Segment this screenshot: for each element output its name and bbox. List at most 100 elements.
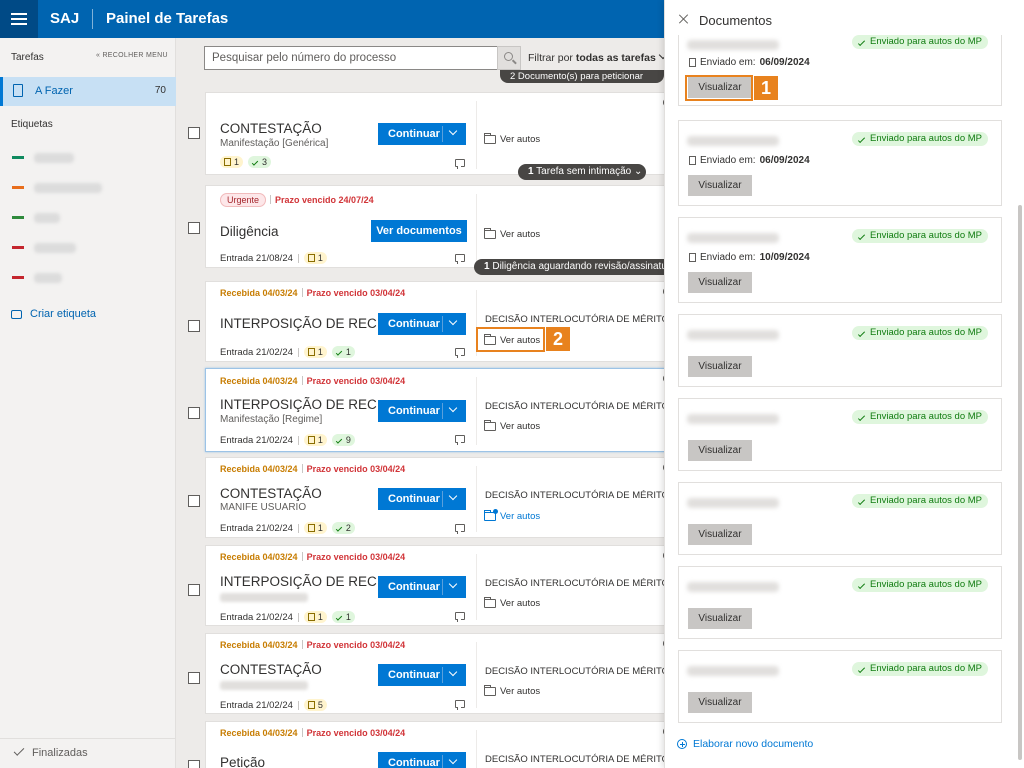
- task-card[interactable]: CONTESTAÇÃO Manifestação [Genérica] 1 3 …: [188, 92, 675, 175]
- status-label: Enviado para autos do MP: [870, 663, 982, 674]
- task-subtitle: Manifestação [Genérica]: [220, 138, 329, 149]
- status-label: Enviado para autos do MP: [870, 230, 982, 241]
- panel-scrollbar[interactable]: [1018, 205, 1022, 760]
- ver-autos-link[interactable]: Ver autos: [484, 133, 540, 145]
- draft-count-badge: 1: [303, 346, 327, 358]
- task-status: Recebida 04/03/24 Prazo vencido 03/04/24: [220, 376, 405, 386]
- received-date: Recebida 04/03/24: [220, 552, 298, 562]
- view-document-button[interactable]: Visualizar: [688, 175, 752, 196]
- continue-button[interactable]: Continuar: [378, 313, 466, 335]
- column-divider: [476, 101, 477, 169]
- folder-icon: [484, 685, 496, 696]
- untimed-task-pill[interactable]: 1 Tarefa sem intimação ⌄: [518, 164, 646, 180]
- task-card[interactable]: Recebida 04/03/24 Prazo vencido 03/04/24 …: [188, 368, 675, 452]
- continue-button[interactable]: Continuar: [378, 752, 466, 768]
- continue-button[interactable]: Continuar: [378, 123, 466, 145]
- continue-button[interactable]: Continuar: [378, 488, 466, 510]
- task-checkbox[interactable]: [188, 495, 200, 507]
- tag-item[interactable]: [12, 271, 162, 285]
- create-tag-link[interactable]: Criar etiqueta: [11, 308, 96, 320]
- ver-autos-label: Ver autos: [500, 511, 541, 522]
- chevron-down-icon[interactable]: [448, 667, 458, 677]
- status-label: Enviado para autos do MP: [870, 411, 982, 422]
- ver-autos-link[interactable]: Ver autos: [484, 334, 540, 346]
- ver-autos-link[interactable]: Ver autos: [484, 685, 540, 697]
- create-document-link[interactable]: Elaborar novo documento: [677, 738, 813, 750]
- comment-icon[interactable]: [455, 524, 465, 534]
- task-card[interactable]: Recebida 04/03/24 Prazo vencido 03/04/24 …: [188, 457, 675, 538]
- comment-icon[interactable]: [455, 348, 465, 358]
- continue-button[interactable]: Continuar: [378, 576, 466, 598]
- view-document-button[interactable]: Visualizar: [688, 692, 752, 713]
- ver-autos-link[interactable]: Ver autos: [484, 228, 540, 240]
- chevron-down-icon[interactable]: [448, 755, 458, 765]
- ver-autos-link[interactable]: Ver autos: [484, 509, 541, 522]
- check-icon: [857, 135, 866, 143]
- task-card[interactable]: Recebida 04/03/24 Prazo vencido 03/04/24 …: [188, 281, 675, 362]
- documents-to-file-pill[interactable]: 2 Documento(s) para peticionar: [500, 70, 664, 83]
- task-checkbox[interactable]: [188, 760, 200, 768]
- view-document-button[interactable]: Visualizar: [688, 272, 752, 293]
- tag-item[interactable]: [12, 181, 162, 195]
- sidebar-item-a-fazer[interactable]: A Fazer 70: [0, 77, 176, 106]
- chevron-down-icon[interactable]: [448, 316, 458, 326]
- view-documents-button[interactable]: Ver documentos: [371, 220, 467, 242]
- task-card[interactable]: Recebida 04/03/24 Prazo vencido 03/04/24 …: [188, 721, 675, 768]
- folder-icon: [484, 228, 496, 239]
- diligence-review-pill[interactable]: 1 Diligência aguardando revisão/assinatu…: [474, 259, 664, 275]
- document-name-redacted: [687, 666, 779, 676]
- tag-item[interactable]: [12, 241, 162, 255]
- view-document-button[interactable]: Visualizar: [688, 356, 752, 377]
- tag-label-redacted: [34, 153, 74, 163]
- folder-icon: [484, 420, 496, 431]
- chevron-down-icon[interactable]: [448, 403, 458, 413]
- tag-item[interactable]: [12, 151, 162, 165]
- comment-icon[interactable]: [455, 254, 465, 264]
- document-card: Enviado para autos do MP Enviado em: 06/0…: [678, 35, 1002, 106]
- view-document-button[interactable]: Visualizar: [688, 440, 752, 461]
- close-icon[interactable]: [679, 14, 689, 24]
- task-checkbox[interactable]: [188, 320, 200, 332]
- task-card[interactable]: Recebida 04/03/24 Prazo vencido 03/04/24 …: [188, 545, 675, 626]
- task-card[interactable]: Recebida 04/03/24 Prazo vencido 03/04/24 …: [188, 633, 675, 714]
- sidebar-item-finalizadas[interactable]: Finalizadas: [0, 738, 176, 768]
- comment-icon[interactable]: [455, 159, 465, 169]
- received-date: Recebida 04/03/24: [220, 640, 298, 650]
- task-checkbox[interactable]: [188, 222, 200, 234]
- check-icon: [857, 665, 866, 673]
- continue-button[interactable]: Continuar: [378, 400, 466, 422]
- sent-label: Enviado em:: [700, 252, 756, 263]
- callout-1: 1: [754, 76, 778, 100]
- ver-autos-link[interactable]: Ver autos: [484, 420, 540, 432]
- ver-autos-link[interactable]: Ver autos: [484, 597, 540, 609]
- task-card[interactable]: Urgente Prazo vencido 24/07/24 Diligência…: [188, 185, 675, 268]
- chevron-down-icon[interactable]: [448, 126, 458, 136]
- title-divider: [92, 9, 93, 29]
- hamburger-menu-icon[interactable]: [0, 0, 38, 38]
- task-checkbox[interactable]: [188, 672, 200, 684]
- comment-filled-icon[interactable]: [455, 612, 465, 622]
- task-checkbox[interactable]: [188, 407, 200, 419]
- brand-logo[interactable]: SAJ: [50, 10, 80, 27]
- view-document-button[interactable]: Visualizar: [688, 608, 752, 629]
- view-document-button[interactable]: Visualizar: [688, 524, 752, 545]
- chevron-down-icon[interactable]: [448, 491, 458, 501]
- task-title: CONTESTAÇÃO: [220, 121, 322, 136]
- meta-separator: [297, 523, 299, 533]
- search-input[interactable]: Pesquisar pelo número do processo: [204, 46, 499, 70]
- filter-dropdown[interactable]: Filtrar por todas as tarefas: [528, 50, 668, 64]
- task-checkbox[interactable]: [188, 584, 200, 596]
- comment-icon[interactable]: [455, 700, 465, 710]
- chevron-down-icon[interactable]: [448, 579, 458, 589]
- tag-item[interactable]: [12, 211, 162, 225]
- collapse-menu-button[interactable]: « RECOLHER MENU: [96, 52, 168, 59]
- meta-separator: [297, 612, 299, 622]
- view-document-button[interactable]: Visualizar: [688, 77, 752, 98]
- continue-button[interactable]: Continuar: [378, 664, 466, 686]
- tag-color-bar: [12, 156, 24, 159]
- status-separator: [301, 552, 303, 561]
- document-name-redacted: [687, 498, 779, 508]
- comment-icon[interactable]: [455, 435, 465, 445]
- task-checkbox[interactable]: [188, 127, 200, 139]
- search-button[interactable]: [497, 46, 521, 70]
